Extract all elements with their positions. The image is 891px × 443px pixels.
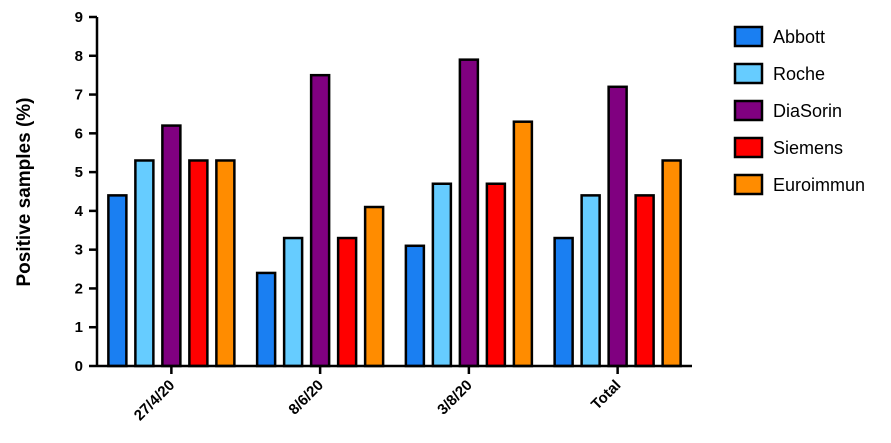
bar-euroimmun-3 bbox=[661, 159, 682, 368]
y-tick-label: 3 bbox=[75, 242, 83, 259]
y-tick-label: 9 bbox=[75, 9, 83, 26]
y-tick-label: 6 bbox=[75, 125, 83, 142]
x-tick-label: 27/4/20 bbox=[131, 377, 178, 424]
bar-abbott-2 bbox=[404, 244, 426, 368]
bar-siemens-3 bbox=[634, 194, 655, 368]
bar-euroimmun-2 bbox=[512, 120, 534, 368]
x-tick-label: 3/8/20 bbox=[434, 377, 476, 419]
bars-layer bbox=[107, 58, 682, 368]
y-tick-label: 8 bbox=[75, 48, 83, 65]
y-tick-label: 7 bbox=[75, 87, 83, 104]
bar-roche-1 bbox=[282, 236, 304, 368]
bar-euroimmun-1 bbox=[363, 205, 385, 368]
legend: Abbott Roche DiaSorin Siemens Euroimmun bbox=[733, 25, 865, 196]
y-tick-label: 0 bbox=[75, 358, 83, 375]
bar-abbott-1 bbox=[255, 271, 277, 368]
legend-swatch-euroimmun bbox=[733, 173, 764, 196]
bar-siemens-1 bbox=[336, 236, 358, 368]
y-tick-label: 5 bbox=[75, 164, 83, 181]
bar-diasorin-2 bbox=[458, 58, 480, 368]
x-tick-label: 8/6/20 bbox=[285, 377, 327, 419]
x-tick-label: Total bbox=[588, 377, 625, 414]
legend-swatch-siemens bbox=[733, 136, 764, 159]
y-axis-title: Positive samples (%) bbox=[14, 97, 35, 286]
legend-label-siemens: Siemens bbox=[773, 138, 843, 158]
y-tick-label: 1 bbox=[75, 319, 83, 336]
legend-label-roche: Roche bbox=[773, 64, 825, 84]
bar-roche-2 bbox=[431, 182, 453, 368]
legend-label-abbott: Abbott bbox=[773, 27, 825, 47]
bar-abbott-0 bbox=[107, 194, 128, 368]
bar-roche-0 bbox=[134, 159, 155, 368]
bar-siemens-2 bbox=[485, 182, 507, 368]
bar-abbott-3 bbox=[553, 236, 574, 368]
y-tick-label: 4 bbox=[75, 203, 84, 220]
bar-diasorin-3 bbox=[607, 85, 628, 368]
y-tick-label: 2 bbox=[75, 280, 83, 297]
bar-siemens-0 bbox=[188, 159, 209, 368]
bar-diasorin-0 bbox=[161, 124, 182, 368]
bar-roche-3 bbox=[580, 194, 601, 368]
bar-euroimmun-0 bbox=[215, 159, 236, 368]
legend-swatch-abbott bbox=[733, 25, 764, 48]
legend-swatch-roche bbox=[733, 62, 764, 85]
legend-label-diasorin: DiaSorin bbox=[773, 101, 842, 121]
bar-diasorin-1 bbox=[309, 73, 331, 368]
legend-label-euroimmun: Euroimmun bbox=[773, 175, 865, 195]
legend-swatch-diasorin bbox=[733, 99, 764, 122]
